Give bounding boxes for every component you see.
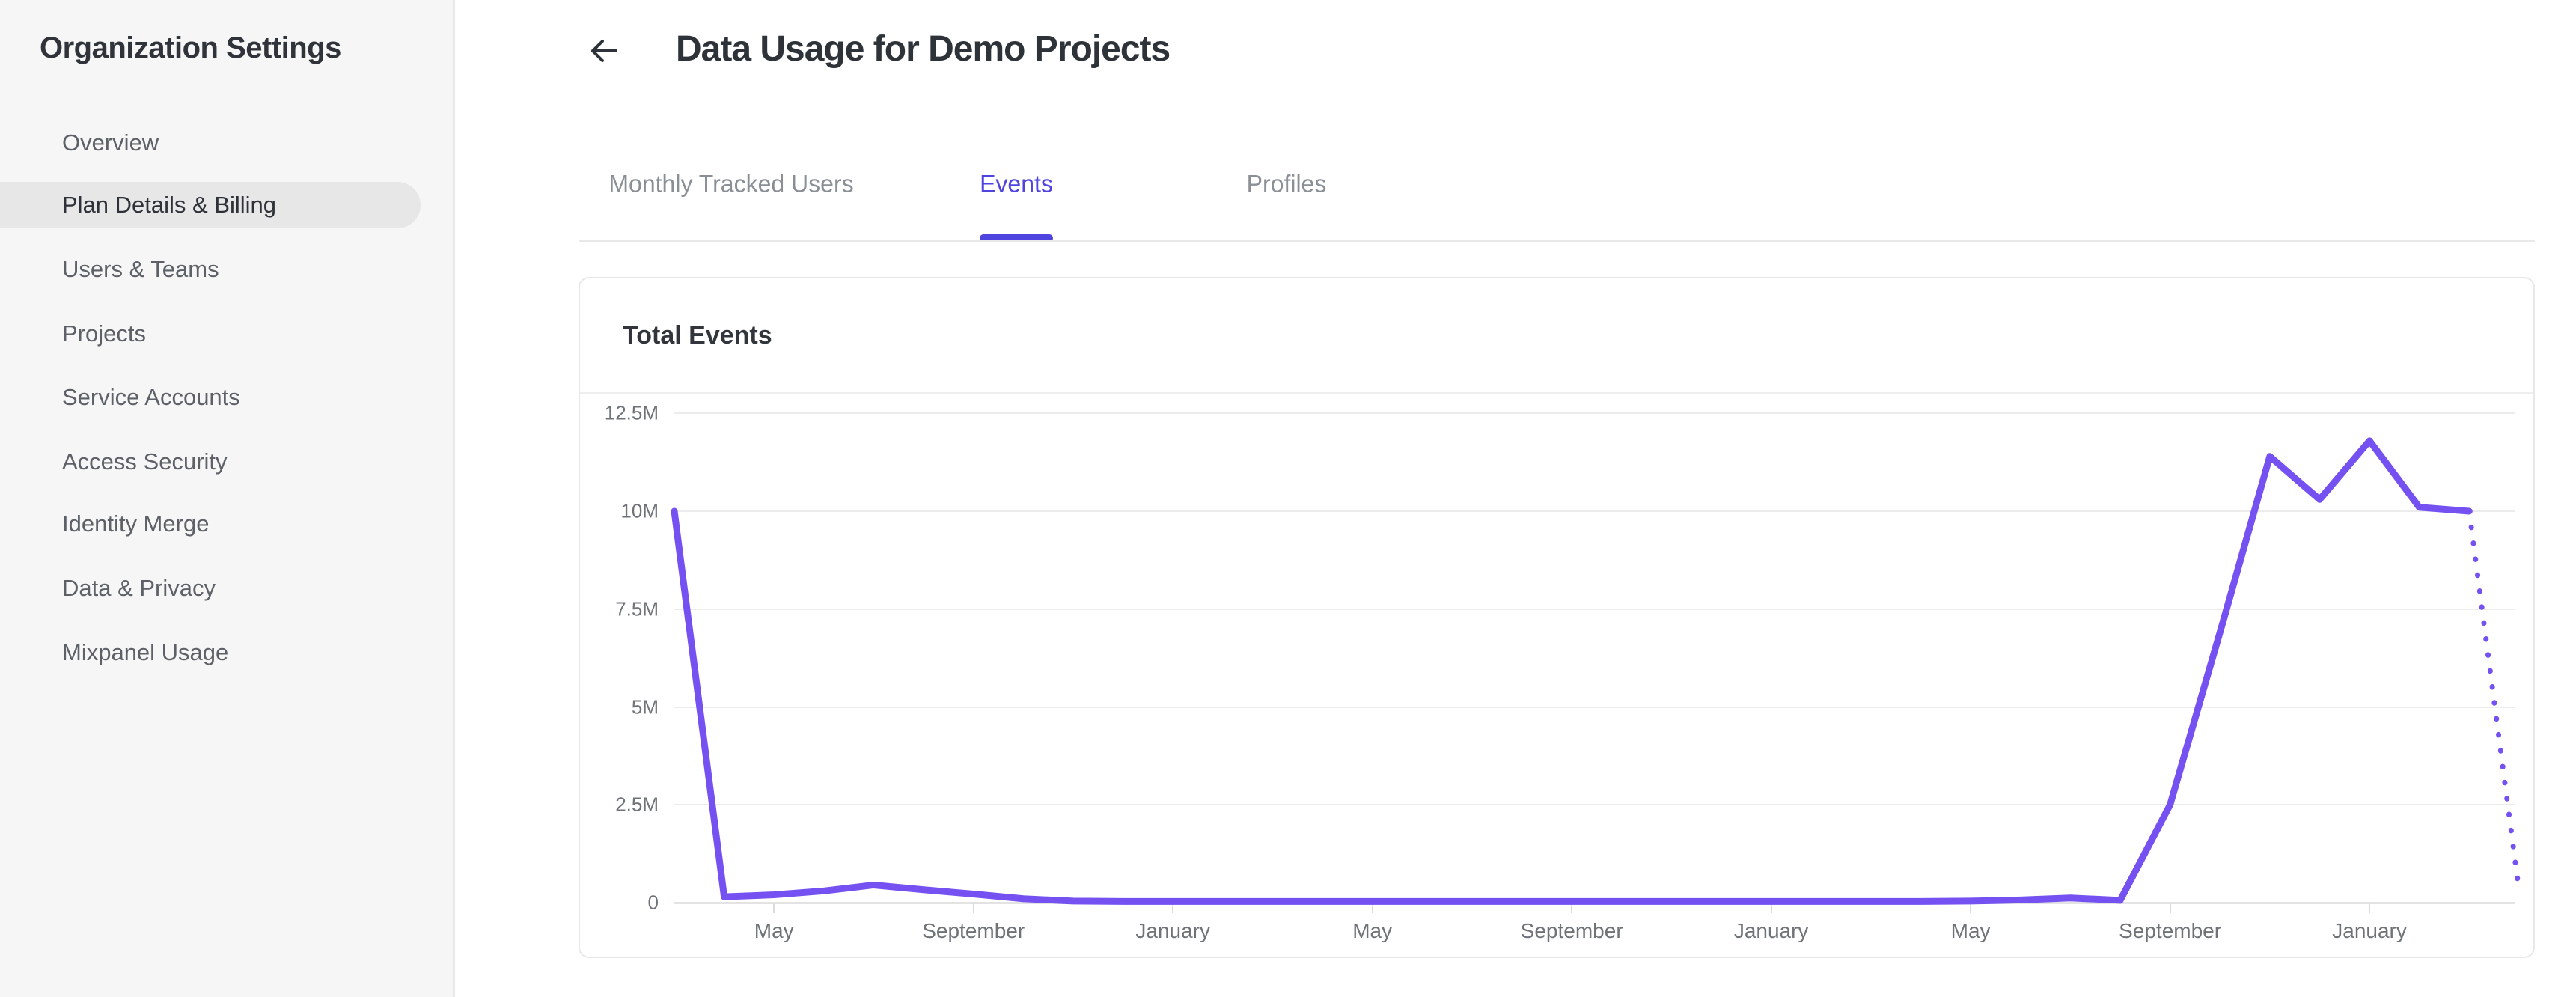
selected-item-highlight bbox=[0, 182, 421, 228]
sidebar-item-service-accounts[interactable]: Service Accounts bbox=[62, 384, 240, 410]
tab-events[interactable]: Events bbox=[980, 170, 1053, 198]
sidebar: Organization Settings Overview Plan Deta… bbox=[0, 0, 455, 997]
gridline-10M bbox=[674, 510, 2515, 512]
x-axis-label: May bbox=[754, 919, 794, 942]
y-axis-label: 2.5M bbox=[615, 793, 659, 816]
x-axis-tick bbox=[1371, 903, 1373, 913]
x-axis-tick bbox=[1571, 903, 1573, 913]
x-axis-label: September bbox=[1520, 919, 1623, 942]
page-title: Data Usage for Demo Projects bbox=[676, 29, 1171, 69]
sidebar-title: Organization Settings bbox=[40, 31, 341, 64]
gridline-12.5M bbox=[674, 412, 2515, 415]
x-axis-tick bbox=[1770, 903, 1772, 913]
y-axis-label: 5M bbox=[631, 695, 659, 718]
sidebar-item-projects[interactable]: Projects bbox=[62, 320, 146, 347]
y-axis-label: 0 bbox=[647, 891, 659, 914]
total-events-projected-dotted-line bbox=[2466, 508, 2522, 894]
x-axis-tick bbox=[1970, 903, 1972, 913]
card-header: Total Events bbox=[580, 278, 2533, 392]
y-axis-label: 12.5M bbox=[604, 401, 659, 424]
y-axis-label: 10M bbox=[620, 499, 659, 522]
card-title: Total Events bbox=[623, 320, 772, 350]
x-axis-tick bbox=[773, 903, 775, 913]
x-axis-label: May bbox=[1950, 919, 1991, 942]
x-axis-label: January bbox=[1733, 919, 1809, 942]
y-axis-label: 7.5M bbox=[615, 597, 659, 621]
sidebar-item-overview[interactable]: Overview bbox=[62, 129, 159, 156]
total-events-card: Total Events 12.5M 10M 7.5M 5M 2.5M 0 May Septe… bbox=[579, 277, 2535, 958]
sidebar-item-users-teams[interactable]: Users & Teams bbox=[62, 256, 219, 282]
x-axis-label: September bbox=[922, 919, 1025, 942]
gridline-5M bbox=[674, 706, 2515, 708]
x-axis-tick bbox=[2169, 903, 2171, 913]
card-header-divider bbox=[580, 392, 2533, 394]
x-axis-label: May bbox=[1352, 919, 1393, 942]
x-axis-label: January bbox=[2332, 919, 2407, 942]
sidebar-item-access-security[interactable]: Access Security bbox=[62, 448, 228, 475]
chart-plot-area[interactable] bbox=[580, 394, 2533, 957]
sidebar-item-plan-details-billing[interactable]: Plan Details & Billing bbox=[62, 192, 277, 218]
back-arrow-icon bbox=[591, 40, 617, 62]
total-events-line bbox=[671, 437, 2473, 905]
x-axis-tick bbox=[1172, 903, 1174, 913]
tab-monthly-tracked-users[interactable]: Monthly Tracked Users bbox=[608, 170, 854, 198]
sidebar-item-data-privacy[interactable]: Data & Privacy bbox=[62, 575, 216, 601]
tab-profiles[interactable]: Profiles bbox=[1246, 170, 1327, 198]
x-axis-label: January bbox=[1135, 919, 1210, 942]
sidebar-item-identity-merge[interactable]: Identity Merge bbox=[62, 510, 210, 537]
tabs-divider bbox=[579, 240, 2535, 242]
gridline-7.5M bbox=[674, 608, 2515, 610]
active-tab-underline bbox=[980, 234, 1053, 242]
back-button[interactable] bbox=[586, 33, 622, 69]
sidebar-item-mixpanel-usage[interactable]: Mixpanel Usage bbox=[62, 639, 229, 665]
total-events-chart: 12.5M 10M 7.5M 5M 2.5M 0 May September January Ma… bbox=[580, 394, 2533, 957]
x-axis-label: September bbox=[2119, 919, 2222, 942]
x-axis-tick bbox=[972, 903, 974, 913]
gridline-2.5M bbox=[674, 804, 2515, 806]
x-axis-tick bbox=[2369, 903, 2371, 913]
